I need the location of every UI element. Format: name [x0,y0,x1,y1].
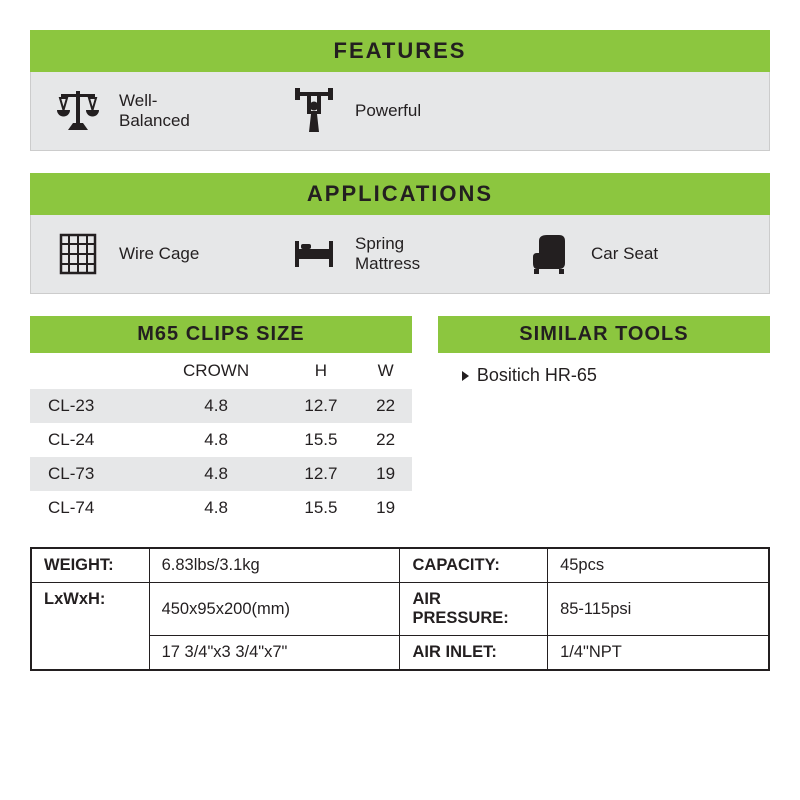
cell: 22 [359,423,412,457]
mattress-icon [287,227,341,281]
application-item: Spring Mattress [287,227,513,281]
cell: 4.8 [150,389,283,423]
cell: 19 [359,491,412,525]
application-item: Wire Cage [51,227,277,281]
table-row: CL-73 4.8 12.7 19 [30,457,412,491]
col-header: W [359,353,412,389]
spec-value: 45pcs [548,548,769,583]
feature-label: Well- Balanced [119,91,190,130]
col-header: H [283,353,360,389]
cell: CL-73 [30,457,150,491]
similar-item-label: Bositich HR-65 [477,365,597,385]
table-row: WEIGHT: 6.83lbs/3.1kg CAPACITY: 45pcs [31,548,769,583]
applications-row: Wire Cage Spring Mattress Car Seat [30,215,770,294]
spec-label: CAPACITY: [400,548,548,583]
similar-header: SIMILAR TOOLS [438,316,770,353]
cell: 4.8 [150,457,283,491]
application-label: Car Seat [591,244,658,264]
clips-table: CROWN H W CL-23 4.8 12.7 22 CL-24 4.8 15… [30,353,412,525]
cell: 12.7 [283,457,360,491]
scale-icon [51,84,105,138]
feature-item: Well- Balanced [51,84,277,138]
spec-label: LxWxH: [31,583,149,671]
application-label: Spring Mattress [355,234,420,273]
features-row: Well- Balanced Powerful [30,72,770,151]
application-label: Wire Cage [119,244,199,264]
cell: CL-74 [30,491,150,525]
clips-header: M65 CLIPS SIZE [30,316,412,353]
feature-label: Powerful [355,101,421,121]
spec-value: 1/4"NPT [548,636,769,671]
cage-icon [51,227,105,281]
feature-item: Powerful [287,84,513,138]
cell: 15.5 [283,491,360,525]
application-item: Car Seat [523,227,749,281]
cell: 19 [359,457,412,491]
list-item: Bositich HR-65 [462,365,746,386]
table-header-row: CROWN H W [30,353,412,389]
carseat-icon [523,227,577,281]
col-header: CROWN [150,353,283,389]
table-row: CL-24 4.8 15.5 22 [30,423,412,457]
cell: 12.7 [283,389,360,423]
spec-label: AIR PRESSURE: [400,583,548,636]
col-header [30,353,150,389]
features-header: FEATURES [30,30,770,72]
cell: 4.8 [150,423,283,457]
applications-header: APPLICATIONS [30,173,770,215]
cell: CL-23 [30,389,150,423]
cell: 22 [359,389,412,423]
spec-value: 85-115psi [548,583,769,636]
spec-label: AIR INLET: [400,636,548,671]
table-row: LxWxH: 450x95x200(mm) AIR PRESSURE: 85-1… [31,583,769,636]
spec-value: 6.83lbs/3.1kg [149,548,400,583]
spec-label: WEIGHT: [31,548,149,583]
spec-value: 450x95x200(mm) [149,583,400,636]
arrow-icon [462,371,469,381]
similar-list: Bositich HR-65 [438,353,770,398]
cell: 4.8 [150,491,283,525]
cell: CL-24 [30,423,150,457]
weightlift-icon [287,84,341,138]
table-row: CL-23 4.8 12.7 22 [30,389,412,423]
cell: 15.5 [283,423,360,457]
spec-table: WEIGHT: 6.83lbs/3.1kg CAPACITY: 45pcs Lx… [30,547,770,671]
table-row: CL-74 4.8 15.5 19 [30,491,412,525]
spec-value: 17 3/4"x3 3/4"x7" [149,636,400,671]
